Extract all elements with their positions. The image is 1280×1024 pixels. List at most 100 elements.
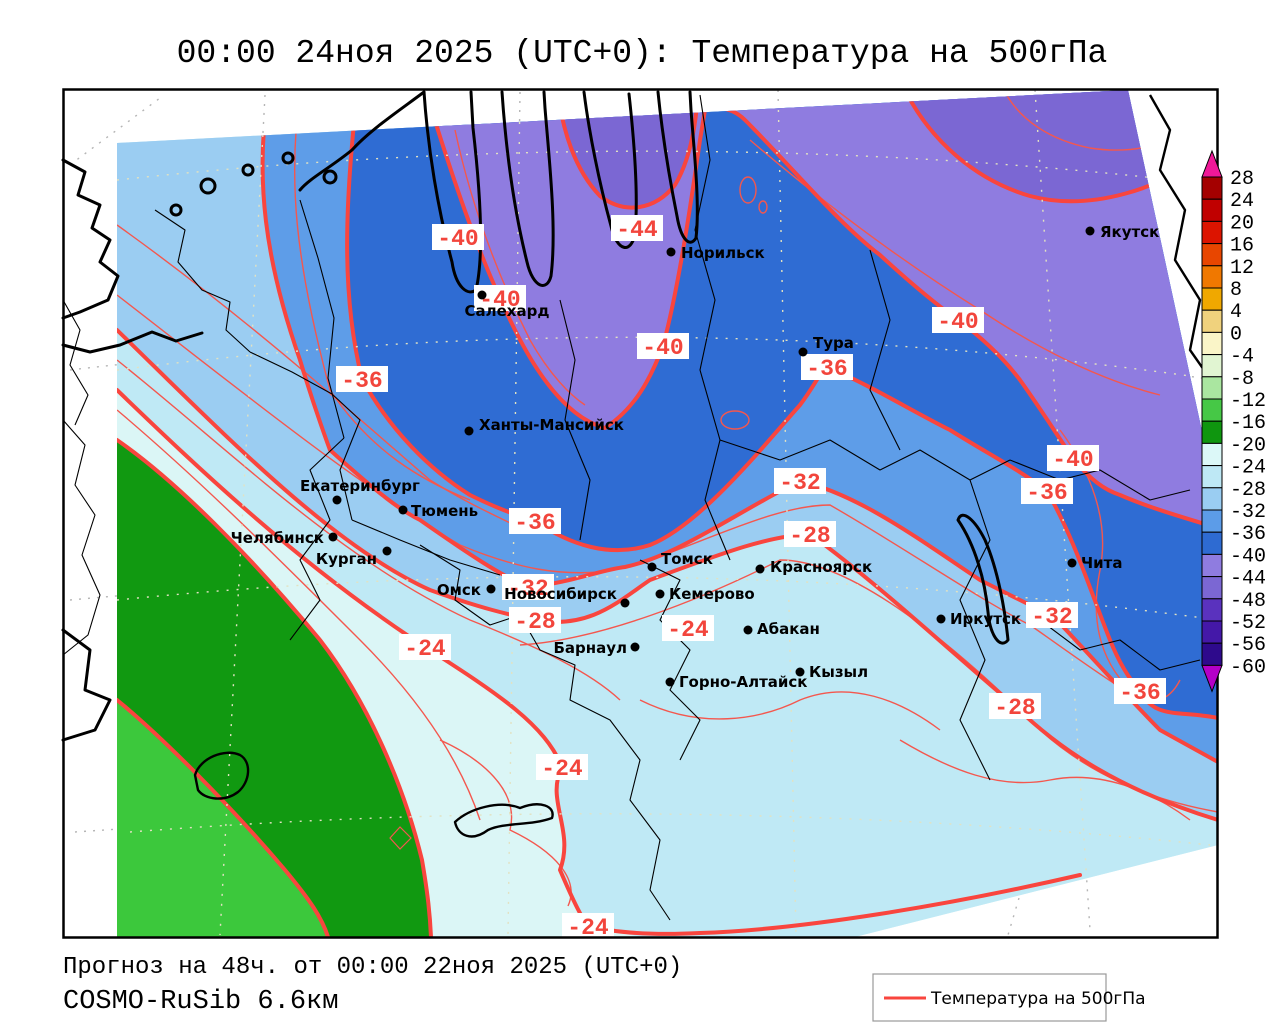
city-label: Екатеринбург (300, 477, 420, 495)
city-label: Челябинск (231, 529, 324, 547)
contour-label: -32 (779, 470, 820, 496)
colorbar-tick-label: -12 (1230, 390, 1266, 413)
colorbar-tick-label: -8 (1230, 368, 1254, 391)
colorbar-tick-label: -36 (1230, 523, 1266, 546)
colorbar-tick-label: 28 (1230, 168, 1254, 191)
contour-label-box (989, 693, 1041, 719)
colorbar-cell (1201, 176, 1223, 200)
contour-label: -28 (994, 695, 1035, 721)
city-dot (477, 290, 487, 300)
contour-labels: -40 -44 -40 -40 -36 -40 -36 -36 -32 -40 -36 -32 -28 -… (336, 215, 1166, 941)
city-dot (630, 642, 640, 652)
colorbar-cell (1201, 642, 1223, 666)
contour-label-box (1026, 602, 1078, 628)
city-dot (382, 546, 392, 556)
colorbar-tick-label: -40 (1230, 545, 1266, 568)
temperature-field (117, 90, 1218, 937)
colorbar-tick-label: 12 (1230, 257, 1254, 280)
contour-label-box (801, 354, 853, 380)
admin-borders (62, 94, 1201, 921)
contour-label-box (784, 521, 836, 547)
contour-label: -28 (514, 609, 555, 635)
city-dot (655, 589, 665, 599)
contour-label: -32 (1031, 604, 1072, 630)
contour-label: -24 (404, 636, 446, 662)
city-label: Чита (1081, 554, 1122, 572)
colorbar-under-triangle (1201, 664, 1223, 693)
city-label: Горно-Алтайск (679, 673, 808, 691)
footer-model-line: COSMO-RuSib 6.6км (63, 987, 338, 1017)
colorbar-cell (1201, 442, 1223, 467)
colorbar-cell (1201, 620, 1223, 644)
city-label: Тюмень (411, 502, 478, 520)
map-title: 00:00 24ноя 2025 (UTC+0): Температура на… (177, 35, 1108, 72)
colorbar-cell (1201, 465, 1223, 489)
contour-label-box (611, 215, 663, 241)
colorbar-cell (1201, 198, 1223, 222)
city-label: Омск (437, 581, 481, 599)
colorbar-tick-label: 20 (1230, 212, 1254, 235)
contour-label-box (562, 913, 614, 939)
colorbar-tick-label: -28 (1230, 479, 1266, 502)
contour-label: -24 (541, 756, 583, 782)
contour-label-box (399, 634, 451, 660)
colorbar-cell (1201, 243, 1223, 267)
colorbar-cell (1201, 487, 1223, 511)
city-dot (1067, 558, 1077, 568)
city-dot (1085, 226, 1095, 236)
city-dot (936, 614, 946, 624)
city-dot (328, 532, 338, 542)
contour-label: -40 (937, 309, 978, 335)
city-dot (665, 677, 675, 687)
city-dot (666, 247, 676, 257)
city-label: Курган (316, 550, 377, 568)
colorbar: 2824201612840-4-8-12-16-20-24-28-32-36-4… (1201, 149, 1266, 693)
colorbar-tick-label: 8 (1230, 279, 1242, 302)
colorbar-cell (1201, 265, 1223, 289)
city-markers: Салехард Норильск Якутск Тура Ханты-Мансийск… (231, 223, 1160, 691)
contour-label-box (662, 615, 714, 641)
colorbar-tick-label: -48 (1230, 590, 1266, 613)
colorbar-cell (1201, 309, 1223, 333)
contour-label: -24 (667, 617, 709, 643)
city-label: Томск (661, 550, 713, 568)
colorbar-cell (1201, 220, 1223, 245)
contour-label: -40 (479, 287, 520, 313)
colorbar-tick-label: -24 (1230, 457, 1266, 480)
colorbar-cell (1201, 287, 1223, 311)
contour-label: -40 (642, 335, 683, 361)
colorbar-tick-label: 0 (1230, 323, 1242, 346)
city-label: Барнаул (553, 639, 627, 657)
contour-label: -44 (616, 217, 658, 243)
city-dot (620, 598, 630, 608)
graticule-inner (117, 90, 1218, 936)
contour-label: -36 (1026, 480, 1067, 506)
city-label: Норильск (681, 244, 765, 262)
colorbar-tick-label: -32 (1230, 501, 1266, 524)
city-label: Кызыл (809, 663, 868, 681)
contour-label: -40 (1052, 447, 1093, 473)
city-dot (486, 584, 496, 594)
colorbar-tick-label: -20 (1230, 434, 1266, 457)
contour-label-box (536, 754, 588, 780)
colorbar-cell (1201, 598, 1223, 622)
contour-label-box (502, 574, 554, 600)
colorbar-tick-label: 24 (1230, 190, 1254, 213)
city-dot (398, 505, 408, 515)
colorbar-cell (1201, 331, 1223, 356)
contour-label: -36 (806, 356, 847, 382)
contour-label-box (336, 366, 388, 392)
contour-label-box (1021, 478, 1073, 504)
city-label: Салехард (465, 302, 550, 320)
colorbar-cell (1201, 354, 1223, 378)
city-label: Иркутск (950, 610, 1021, 628)
colorbar-cell (1201, 531, 1223, 555)
colorbar-cell (1201, 509, 1223, 533)
city-label: Якутск (1100, 223, 1159, 241)
colorbar-tick-label: -4 (1230, 346, 1254, 369)
colorbar-cell (1201, 553, 1223, 578)
contour-label: -40 (437, 226, 478, 252)
contour-label: -28 (789, 523, 830, 549)
colorbar-tick-label: -16 (1230, 412, 1266, 435)
